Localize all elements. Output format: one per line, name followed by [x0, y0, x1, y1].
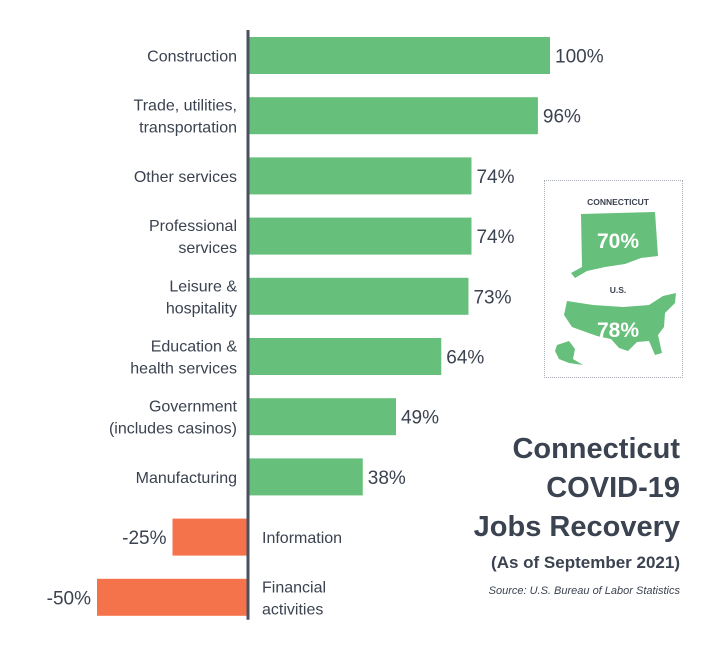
- inset-graphic: CONNECTICUT 70% U.S. 78%: [555, 197, 676, 365]
- bar: [248, 398, 396, 436]
- category-label: Leisure & hospitality: [166, 278, 237, 317]
- value-label: 73%: [473, 287, 511, 308]
- title-line-1: Connecticut: [512, 433, 680, 465]
- value-label: 74%: [476, 167, 514, 188]
- category-label: Financial activities: [262, 579, 326, 618]
- bar: [248, 37, 550, 74]
- bar: [248, 277, 469, 315]
- bar: [248, 458, 363, 496]
- value-label: 100%: [555, 47, 604, 68]
- title-line-2: COVID-19: [546, 472, 680, 504]
- recovery-inset: CONNECTICUT 70% U.S. 78%: [544, 180, 683, 378]
- category-label: Information: [262, 530, 342, 547]
- value-label: 74%: [476, 227, 514, 248]
- category-label: Trade, utilities, transportation: [134, 98, 237, 137]
- title-line-3: Jobs Recovery: [473, 511, 680, 543]
- category-label: Other services: [134, 169, 237, 186]
- us-value: 78%: [597, 319, 639, 342]
- alaska-shape: [555, 341, 583, 365]
- connecticut-value: 70%: [597, 230, 639, 253]
- bar: [97, 578, 248, 616]
- chart-subtitle: (As of September 2021): [491, 553, 680, 572]
- connecticut-map-icon: [571, 212, 658, 278]
- us-map-icon: [564, 293, 676, 355]
- category-label: Government (includes casinos): [109, 399, 238, 438]
- value-label: 64%: [446, 348, 484, 369]
- value-label: 38%: [368, 468, 406, 489]
- category-label: Construction: [147, 49, 237, 66]
- category-label: Manufacturing: [136, 470, 237, 487]
- chart-title-block: Connecticut COVID-19 Jobs Recovery (As o…: [474, 430, 680, 597]
- connecticut-label: CONNECTICUT: [587, 197, 650, 207]
- bar: [248, 338, 442, 375]
- bar: [248, 97, 538, 135]
- category-label: Education & health services: [130, 339, 237, 378]
- value-label: 49%: [401, 408, 439, 429]
- value-label: -50%: [47, 588, 91, 609]
- value-label: 96%: [543, 107, 581, 128]
- us-label: U.S.: [610, 285, 627, 295]
- bar: [248, 217, 472, 255]
- bar: [248, 157, 472, 195]
- category-label: Professional services: [149, 218, 237, 257]
- value-label: -25%: [122, 528, 166, 549]
- source-note: Source: U.S. Bureau of Labor Statistics: [488, 585, 680, 597]
- bar: [172, 518, 248, 556]
